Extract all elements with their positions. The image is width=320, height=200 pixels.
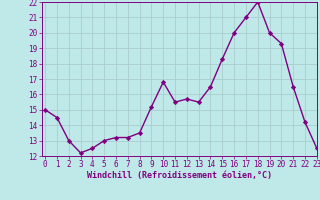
X-axis label: Windchill (Refroidissement éolien,°C): Windchill (Refroidissement éolien,°C): [87, 171, 272, 180]
